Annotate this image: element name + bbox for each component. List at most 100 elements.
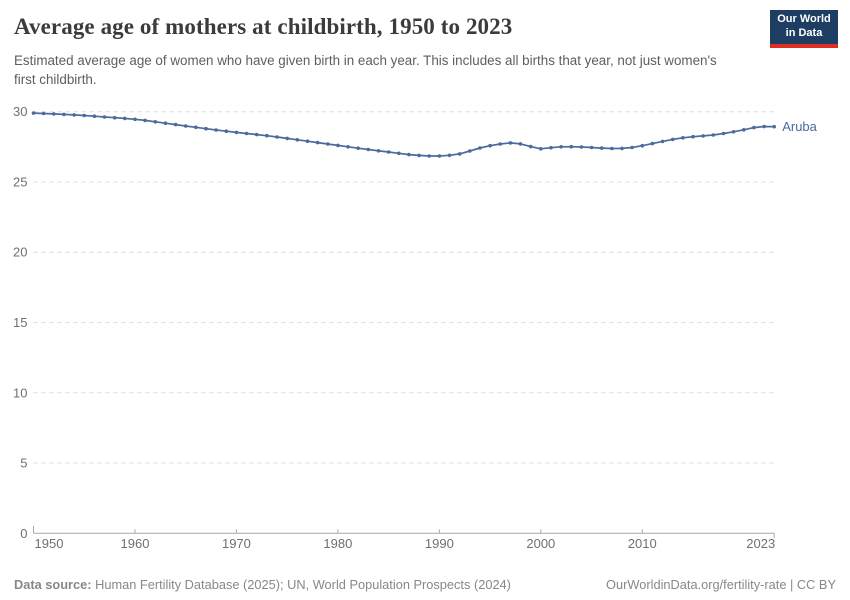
data-point [762, 124, 766, 129]
data-point [173, 122, 178, 127]
y-tick-label: 30 [13, 104, 27, 119]
data-point [721, 131, 726, 136]
owid-logo-line2: in Data [785, 27, 823, 39]
data-point [356, 146, 361, 150]
data-point [31, 111, 36, 115]
x-tick-label: 1970 [222, 536, 251, 551]
data-point [731, 130, 736, 134]
data-point [650, 141, 655, 146]
x-tick-label: 1960 [121, 536, 150, 551]
data-point [630, 145, 634, 150]
data-point [204, 126, 208, 131]
data-point [528, 144, 533, 149]
data-point [315, 140, 320, 145]
data-point [82, 113, 86, 118]
data-point [457, 152, 462, 156]
data-point [752, 125, 756, 130]
data-point [589, 145, 594, 150]
data-point [224, 129, 229, 133]
data-point [336, 143, 340, 148]
data-point [437, 154, 442, 158]
data-point [610, 146, 614, 151]
data-point [701, 134, 705, 138]
data-point [397, 151, 401, 156]
data-point [92, 114, 97, 118]
y-tick-label: 20 [13, 245, 27, 260]
series-aruba[interactable] [31, 111, 776, 158]
data-point [670, 137, 675, 142]
x-tick-label: 2010 [628, 536, 657, 551]
data-point [579, 145, 584, 149]
data-point [295, 138, 300, 142]
data-point [305, 139, 310, 143]
x-tick-label: 2000 [526, 536, 555, 551]
y-tick-label: 0 [20, 526, 27, 541]
data-point [417, 153, 421, 158]
chart-footer: Data source: Human Fertility Database (2… [0, 577, 850, 592]
line-chart: 0 5 10 15 20 25 30 1950 1960 1970 1980 1990 2000 2010… [0, 100, 850, 560]
data-point [112, 115, 117, 120]
data-point [183, 124, 188, 128]
data-point [326, 142, 330, 146]
data-point [691, 134, 695, 139]
data-point [488, 143, 492, 148]
data-point [346, 145, 350, 149]
data-point [386, 150, 391, 154]
data-point [62, 112, 66, 117]
data-point [742, 128, 746, 132]
data-point [518, 142, 523, 146]
owid-logo[interactable]: Our World in Data [770, 10, 838, 48]
data-point [478, 146, 482, 150]
data-point [539, 147, 543, 151]
data-point [102, 115, 107, 119]
data-point [41, 111, 46, 116]
x-tick-label: 1950 [35, 536, 64, 551]
y-tick-label: 15 [13, 315, 27, 330]
data-source-label: Data source: [14, 577, 92, 592]
data-point [366, 147, 371, 152]
data-point [123, 116, 127, 121]
data-point [427, 154, 432, 158]
data-point [285, 136, 290, 141]
data-point [275, 135, 279, 139]
chart-subtitle: Estimated average age of women who have … [14, 53, 717, 87]
data-point [244, 131, 249, 136]
data-point [254, 132, 259, 137]
y-tick-label: 10 [13, 385, 27, 400]
data-source-text[interactable]: Human Fertility Database (2025); UN, Wor… [91, 577, 511, 592]
data-point [52, 112, 56, 116]
entity-label[interactable]: Aruba [782, 119, 817, 134]
y-tick-label: 25 [13, 174, 27, 189]
data-point [133, 117, 137, 122]
data-point [214, 128, 218, 132]
x-tick-label: 1980 [323, 536, 352, 551]
data-point [407, 152, 411, 157]
data-point [194, 125, 198, 130]
data-point [447, 153, 452, 158]
data-point [549, 145, 553, 150]
data-point [559, 145, 563, 149]
y-tick-label: 5 [20, 456, 27, 471]
data-point [599, 146, 604, 150]
credit-link[interactable]: OurWorldinData.org/fertility-rate | CC B… [606, 577, 836, 592]
data-point [468, 149, 472, 153]
data-point [143, 118, 147, 123]
data-point [640, 143, 645, 148]
data-point [498, 142, 503, 146]
data-point [153, 120, 158, 124]
chart-svg: 0 5 10 15 20 25 30 1950 1960 1970 1980 1990 2000 2010… [13, 104, 818, 551]
owid-logo-line1: Our World [777, 13, 831, 26]
data-point [620, 146, 624, 151]
data-point [163, 121, 168, 125]
data-point [772, 124, 776, 129]
data-point [265, 133, 269, 138]
data-source-line: Data source: Human Fertility Database (2… [14, 577, 511, 592]
x-tick-label: 1990 [425, 536, 454, 551]
data-point [508, 141, 513, 145]
data-point [234, 130, 239, 135]
x-tick-label: 2023 [746, 536, 775, 551]
data-point [681, 136, 685, 140]
data-point [711, 133, 716, 137]
data-point [376, 149, 381, 153]
